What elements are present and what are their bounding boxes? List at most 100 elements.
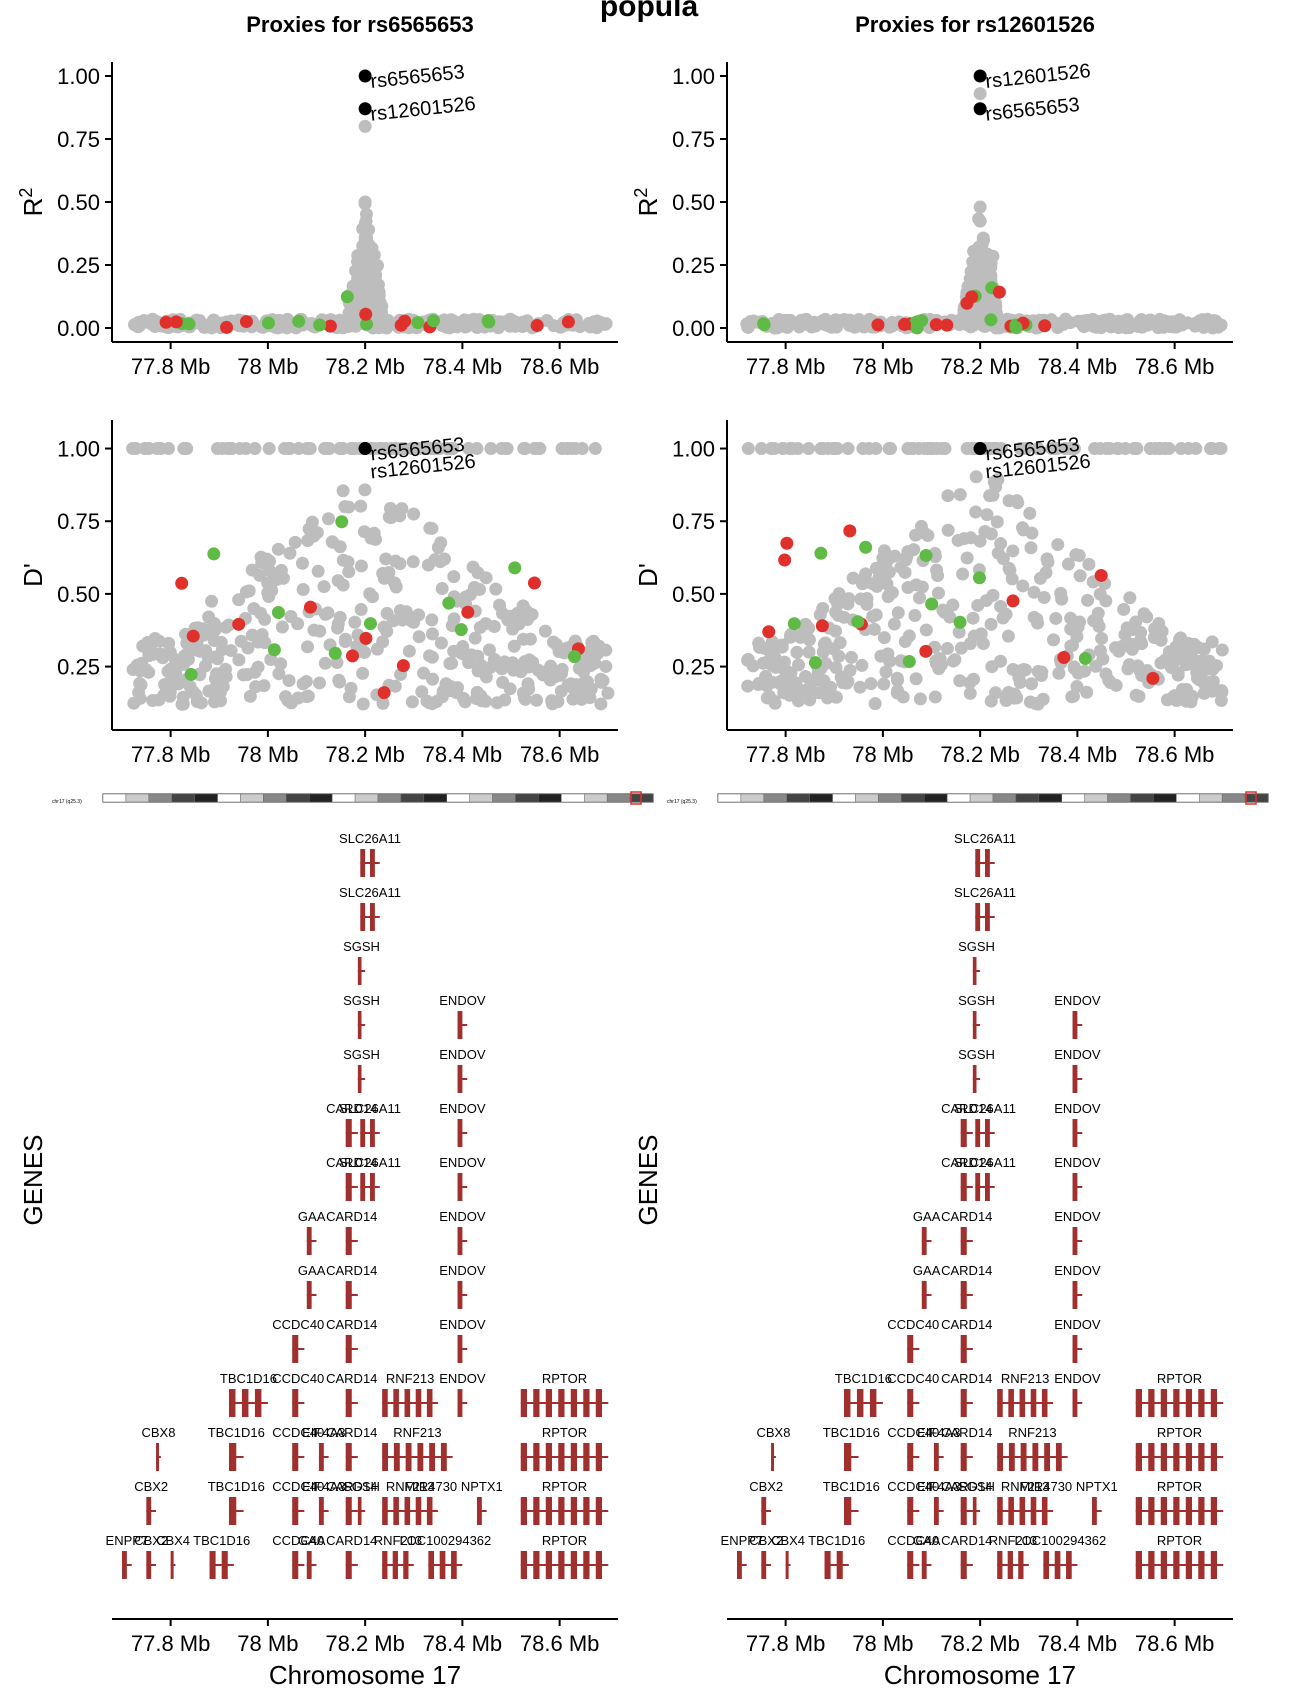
- gene-exon: [382, 1443, 389, 1471]
- gene-exon: [856, 1389, 864, 1417]
- data-point: [1098, 318, 1112, 332]
- y-axis-label: R2: [631, 188, 663, 217]
- data-point: [1025, 526, 1039, 540]
- gene-exon: [1043, 1551, 1050, 1579]
- data-point: [790, 645, 804, 659]
- data-point: [473, 620, 487, 634]
- gene-exon: [1198, 1389, 1205, 1417]
- data-point: [551, 695, 565, 709]
- data-point: [1046, 633, 1060, 647]
- data-point-colored: [360, 317, 374, 331]
- gene-label: CARD14: [941, 1317, 992, 1332]
- data-point-colored: [207, 547, 221, 561]
- r2-x-axis-tick-label: 78 Mb: [237, 354, 298, 379]
- data-point: [1013, 675, 1027, 689]
- data-point: [492, 598, 506, 612]
- data-point: [901, 545, 915, 559]
- data-point: [859, 567, 873, 581]
- data-point: [506, 314, 520, 328]
- gene-label: SLC26A11: [339, 831, 401, 846]
- data-point: [435, 690, 449, 704]
- data-point: [213, 685, 227, 699]
- gene-label: CARD14: [326, 1425, 377, 1440]
- data-point: [994, 600, 1008, 614]
- data-point: [844, 650, 858, 664]
- data-point-colored: [1094, 568, 1108, 582]
- data-point: [428, 553, 442, 567]
- gene-exon: [345, 1281, 352, 1309]
- data-point: [996, 552, 1010, 566]
- data-point-colored: [780, 536, 794, 550]
- data-point: [386, 614, 400, 628]
- gene-label: SGSH: [343, 1479, 380, 1494]
- y-tick-label: 0.50: [672, 582, 715, 607]
- data-point: [853, 680, 867, 694]
- data-point: [1206, 662, 1220, 676]
- data-point: [482, 643, 496, 657]
- data-point: [978, 525, 992, 539]
- y-tick-label: 0.25: [672, 655, 715, 680]
- gene-label: SLC26A11: [339, 885, 401, 900]
- gene-exon: [570, 1551, 578, 1579]
- data-point-colored: [169, 315, 183, 329]
- data-point: [1155, 624, 1169, 638]
- data-point: [434, 636, 448, 650]
- gene-exon: [428, 1497, 432, 1525]
- data-point: [395, 442, 409, 456]
- gene-label: TBC1D16: [823, 1479, 880, 1494]
- ideogram-marker: [630, 791, 642, 805]
- data-point: [342, 320, 356, 334]
- gene-exon: [558, 1443, 565, 1471]
- gene-label: GAA: [913, 1533, 941, 1548]
- data-point-colored: [897, 317, 911, 331]
- data-point: [966, 611, 980, 625]
- data-point: [832, 649, 846, 663]
- data-point: [514, 665, 528, 679]
- ideogram-segment: [969, 793, 994, 803]
- data-point: [869, 442, 883, 456]
- y-tick-label: 0.50: [672, 190, 715, 215]
- data-point-colored: [261, 316, 275, 330]
- data-point-colored: [340, 290, 354, 304]
- gene-exon: [836, 1551, 843, 1579]
- data-point: [1205, 635, 1219, 649]
- data-point: [588, 442, 602, 456]
- data-point: [344, 681, 358, 695]
- data-point: [232, 593, 246, 607]
- data-point: [1061, 557, 1075, 571]
- gene-exon: [1173, 1497, 1180, 1525]
- data-point: [300, 690, 314, 704]
- data-point: [1040, 552, 1054, 566]
- ideogram-segment: [492, 793, 516, 803]
- gene-exon: [1055, 1443, 1062, 1471]
- data-point-colored: [239, 315, 253, 329]
- data-point: [365, 251, 379, 265]
- data-point-colored: [271, 606, 285, 620]
- gene-label: CARD14: [941, 1101, 992, 1116]
- data-point-colored: [292, 314, 306, 328]
- gene-label: SGSH: [958, 993, 995, 1008]
- data-point: [1082, 557, 1096, 571]
- gene-label: CARD14: [941, 1425, 992, 1440]
- gene-label: EIF4A3: [917, 1479, 960, 1494]
- data-point: [1003, 563, 1017, 577]
- data-point: [354, 603, 368, 617]
- data-point: [1214, 318, 1228, 332]
- gene-label: CCDC40: [272, 1317, 324, 1332]
- gene-exon: [1173, 1389, 1180, 1417]
- gene-label: ENDOV: [439, 1047, 486, 1062]
- ideogram-segment: [992, 793, 1017, 803]
- gene-exon: [1072, 1173, 1078, 1201]
- data-point: [577, 665, 591, 679]
- gene-exon: [533, 1551, 540, 1579]
- genes-x-axis-tick-label: 78.2 Mb: [325, 1631, 405, 1656]
- gene-label: SLC26A11: [339, 1155, 401, 1170]
- gene-label: ENDOV: [439, 1209, 486, 1224]
- gene-exon: [595, 1389, 603, 1417]
- gene-exon: [457, 1011, 463, 1039]
- data-point: [417, 666, 431, 680]
- genes-axis-label: GENES: [633, 1134, 663, 1225]
- ideogram-segment: [194, 793, 218, 803]
- gene-exon: [583, 1443, 590, 1471]
- data-point: [841, 597, 855, 611]
